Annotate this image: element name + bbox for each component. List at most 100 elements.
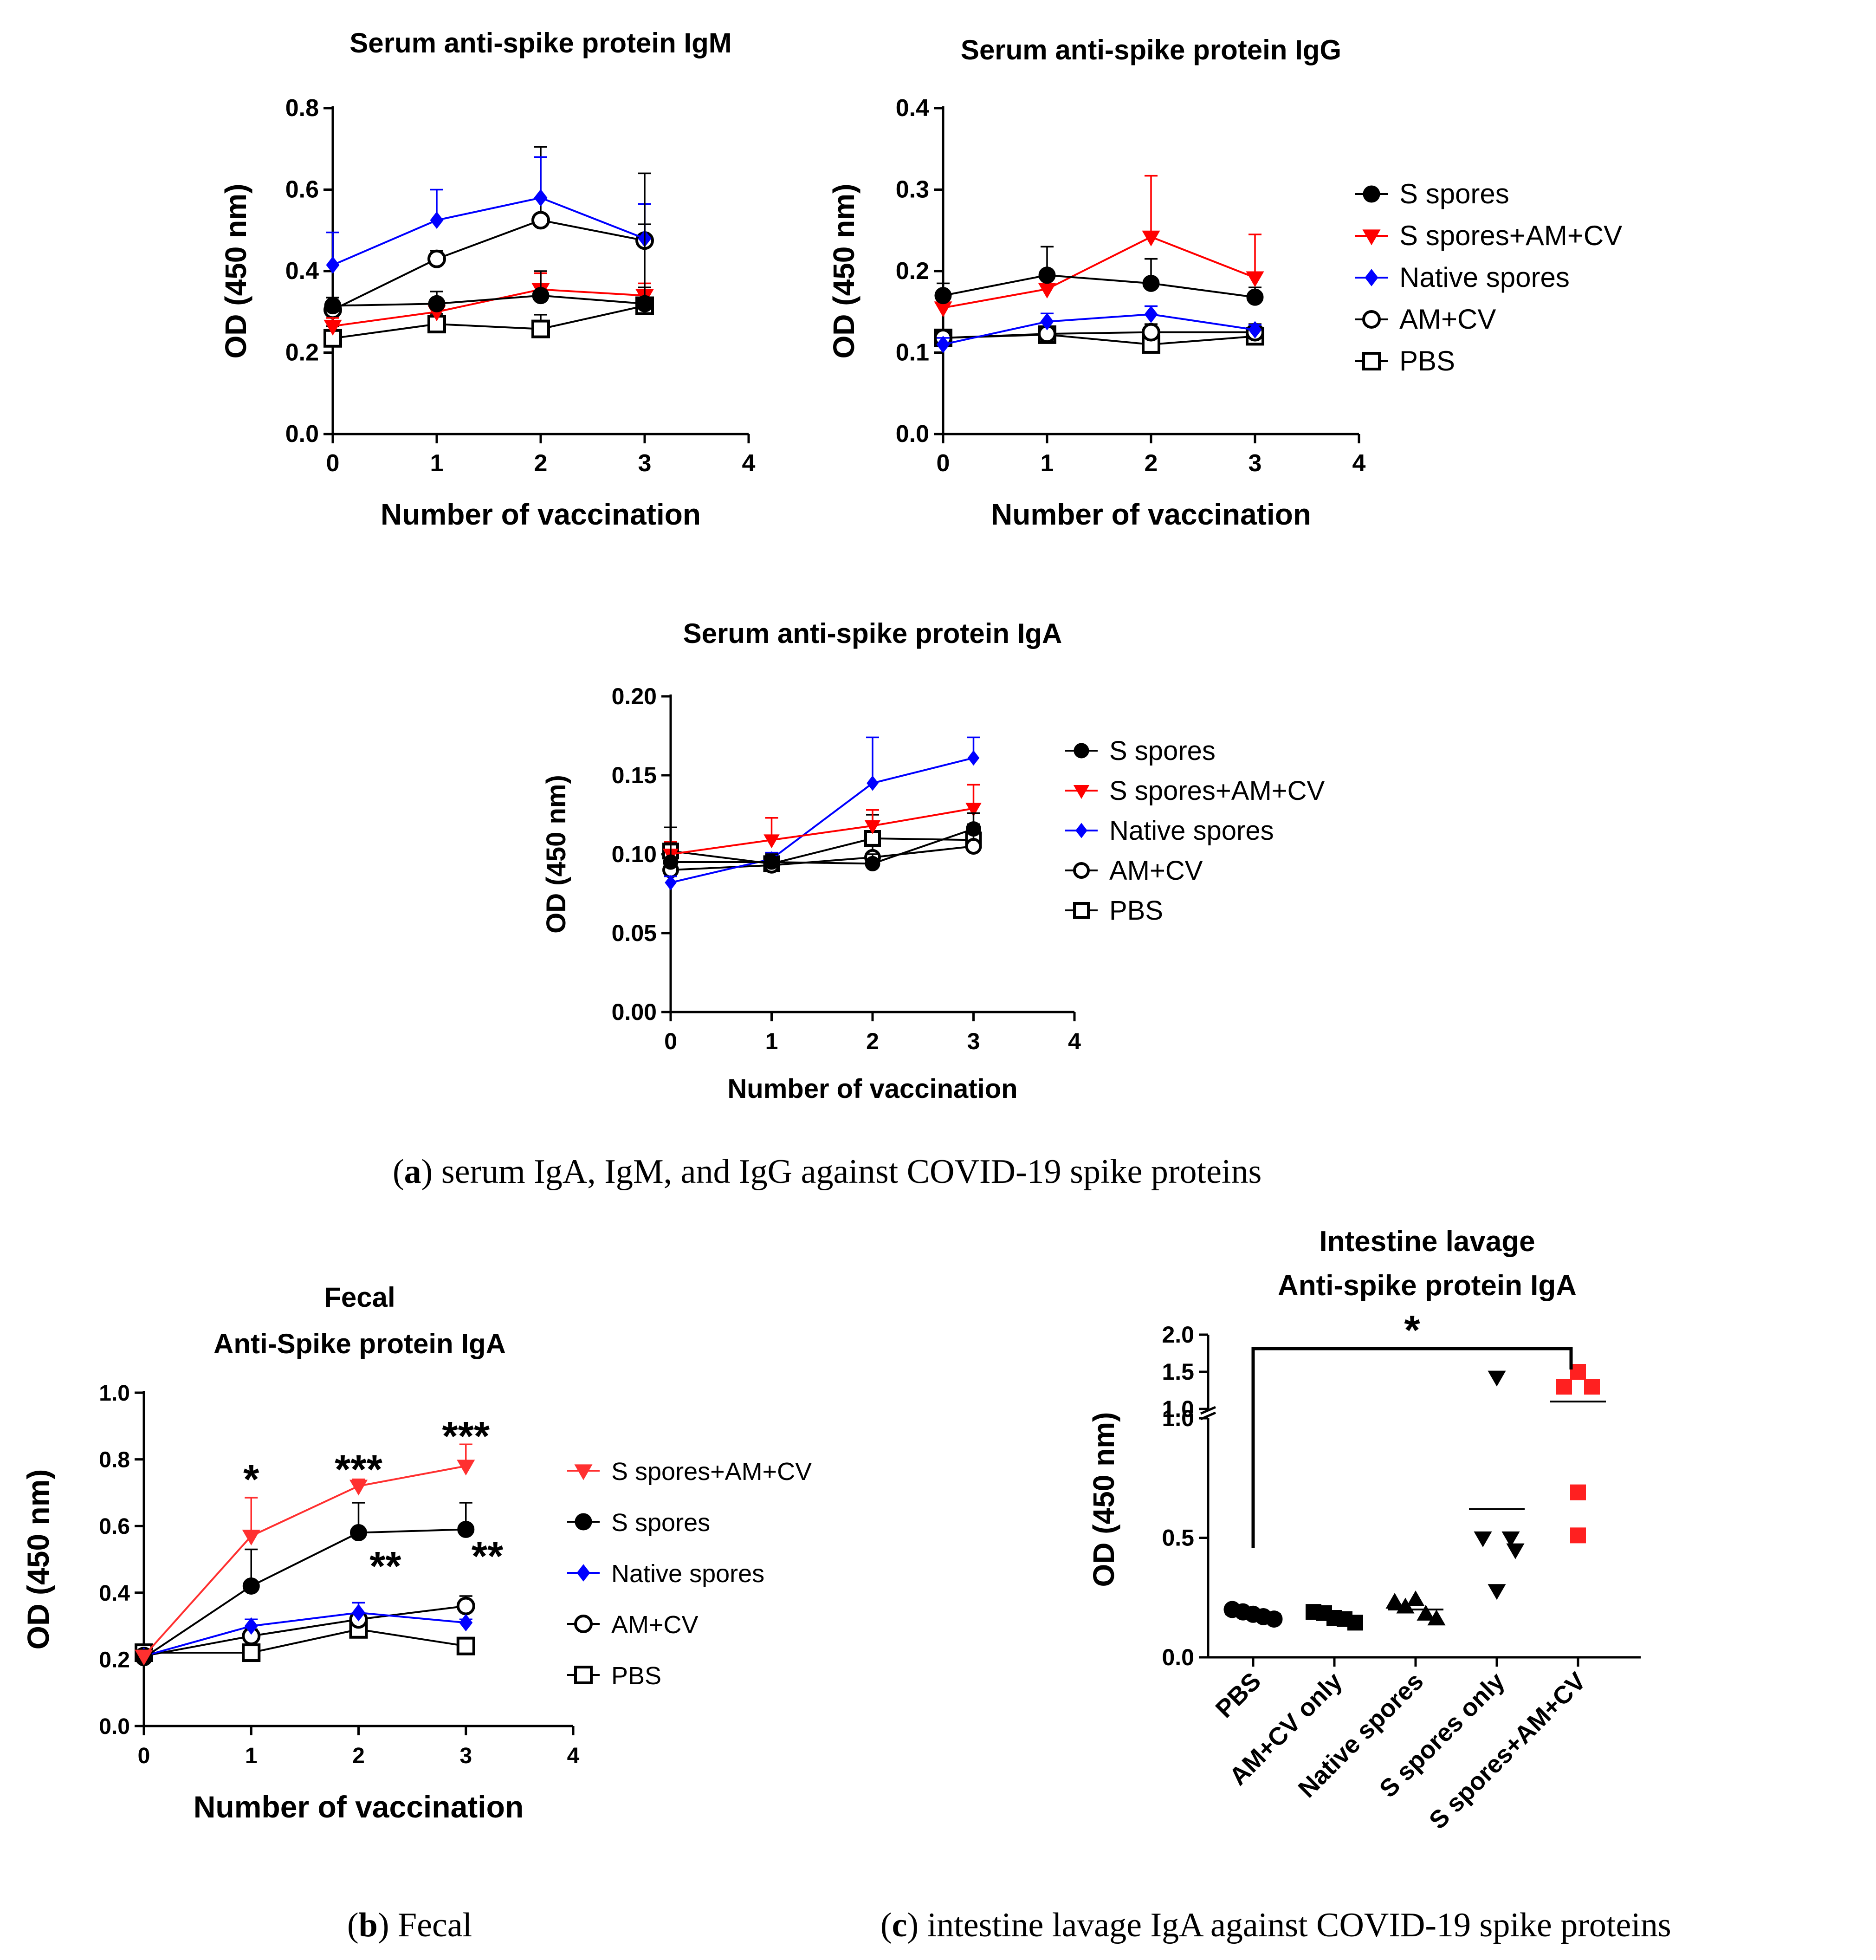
legend-marker xyxy=(1073,862,1090,879)
x-tick-label: 3 xyxy=(638,450,652,477)
legend-label: S spores+AM+CV xyxy=(1109,776,1325,806)
series-line xyxy=(670,845,974,871)
series-line xyxy=(943,274,1255,299)
y-tick-label: 1.5 xyxy=(1162,1359,1194,1385)
legend-marker xyxy=(1363,185,1380,203)
x-tick-label: 4 xyxy=(1352,450,1366,477)
group-native-spores xyxy=(1385,1590,1446,1626)
legend-marker xyxy=(1365,269,1378,286)
legend-label: AM+CV xyxy=(1399,304,1496,335)
x-tick-label: 3 xyxy=(459,1744,472,1768)
data-point xyxy=(864,820,881,834)
data-point xyxy=(428,295,446,312)
legend: S spores S spores+AM+CV Native spores AM+CV… xyxy=(1355,178,1622,376)
legend-marker xyxy=(1362,352,1381,370)
significance-label: *** xyxy=(335,1446,382,1492)
legend-marker xyxy=(576,1564,590,1582)
data-point xyxy=(967,750,980,766)
data-point xyxy=(427,315,446,334)
legend-marker xyxy=(1073,902,1090,919)
data-point xyxy=(1246,288,1264,306)
chart-lavage: Intestine lavage Anti-spike protein IgA 0.… xyxy=(1087,1226,1641,1835)
series-line xyxy=(143,1611,466,1657)
y-tick-label: 2.0 xyxy=(1162,1322,1194,1348)
series-native-spores xyxy=(936,305,1262,353)
data-point xyxy=(1038,283,1056,299)
data-point xyxy=(1040,313,1054,331)
y-axis-label: OD (450 nm) xyxy=(541,775,571,934)
significance-label: *** xyxy=(442,1413,490,1459)
y-tick-label: 0.2 xyxy=(285,339,319,366)
series-line xyxy=(144,1628,466,1654)
series-s-spores-am-cv xyxy=(934,175,1264,318)
x-tick-label: 2 xyxy=(1145,450,1158,477)
x-tick-label: 1 xyxy=(765,1028,778,1054)
x-tick-label: 1 xyxy=(245,1744,258,1768)
y-tick-label: 0.20 xyxy=(612,683,657,709)
series-line xyxy=(332,288,645,327)
data-point xyxy=(1038,266,1056,284)
data-point xyxy=(1417,1604,1435,1621)
series-am-cv xyxy=(323,146,654,319)
series-line xyxy=(332,305,645,339)
data-point xyxy=(636,295,653,312)
chart-title: Serum anti-spike protein IgM xyxy=(349,27,731,58)
data-point xyxy=(244,1617,258,1635)
legend-label: AM+CV xyxy=(611,1611,699,1639)
data-point xyxy=(457,1460,475,1476)
x-tick-label: 4 xyxy=(567,1744,580,1768)
y-tick-label: 0.5 xyxy=(1162,1525,1194,1551)
legend-label: PBS xyxy=(611,1662,661,1690)
series-pbs xyxy=(323,286,654,348)
significance-bracket xyxy=(1251,1347,1573,1548)
data-point xyxy=(456,1597,475,1616)
data-point xyxy=(1506,1543,1525,1559)
y-tick-label: 0.00 xyxy=(612,999,657,1025)
legend-marker xyxy=(574,1464,593,1480)
series-line xyxy=(332,196,645,266)
chart-igg: Serum anti-spike protein IgG 0 1 2 3 4 0.0 0.1 0… xyxy=(827,34,1622,531)
y-tick-label: 1.0 xyxy=(99,1381,130,1406)
x-tick-label: 2 xyxy=(352,1744,365,1768)
data-point xyxy=(534,189,548,207)
data-point xyxy=(663,854,679,870)
x-tick-label: 1 xyxy=(1041,450,1054,477)
data-point xyxy=(1488,1584,1506,1600)
legend-label: S spores+AM+CV xyxy=(1399,220,1622,251)
series-line xyxy=(670,807,974,855)
data-point xyxy=(763,834,780,849)
data-point xyxy=(1142,323,1160,342)
legend-label: S spores xyxy=(1109,736,1216,766)
legend-label: Native spores xyxy=(611,1560,764,1588)
series-s-spores-am-cv xyxy=(135,1443,475,1666)
legend-marker xyxy=(575,1513,592,1531)
caption-c: (c) intestine lavage IgA against COVID-1… xyxy=(880,1906,1671,1944)
y-tick-label: 0.1 xyxy=(896,339,929,366)
y-tick-label: 0.6 xyxy=(285,176,319,203)
significance-label: * xyxy=(1404,1307,1420,1353)
data-point xyxy=(459,1614,473,1632)
x-axis-label: Number of vaccination xyxy=(381,498,701,531)
series-s-spores-am-cv xyxy=(662,784,982,863)
y-tick-label: 0.4 xyxy=(285,258,319,285)
significance-label: ** xyxy=(472,1533,504,1579)
data-point xyxy=(324,297,342,315)
data-point xyxy=(350,1524,367,1542)
series-line xyxy=(943,313,1255,345)
y-tick-label: 0.8 xyxy=(285,95,319,122)
legend: S spores S spores+AM+CV Native spores AM+CV… xyxy=(1065,736,1325,926)
x-tick-label: 4 xyxy=(742,450,756,477)
x-tick-label: 1 xyxy=(430,450,444,477)
y-tick-label: 0.10 xyxy=(612,841,657,867)
data-point xyxy=(934,287,952,305)
legend-label: S spores xyxy=(1399,178,1509,209)
y-tick-label: 0.2 xyxy=(896,258,929,285)
y-axis-label: OD (450 nm) xyxy=(21,1469,55,1650)
data-point xyxy=(934,301,952,318)
group-s-spores-only xyxy=(1469,1370,1525,1600)
series-line xyxy=(143,1528,466,1659)
data-point xyxy=(936,336,950,353)
significance-label: ** xyxy=(369,1543,401,1589)
caption-b: (b) Fecal xyxy=(347,1906,472,1944)
legend-marker xyxy=(1073,785,1090,799)
